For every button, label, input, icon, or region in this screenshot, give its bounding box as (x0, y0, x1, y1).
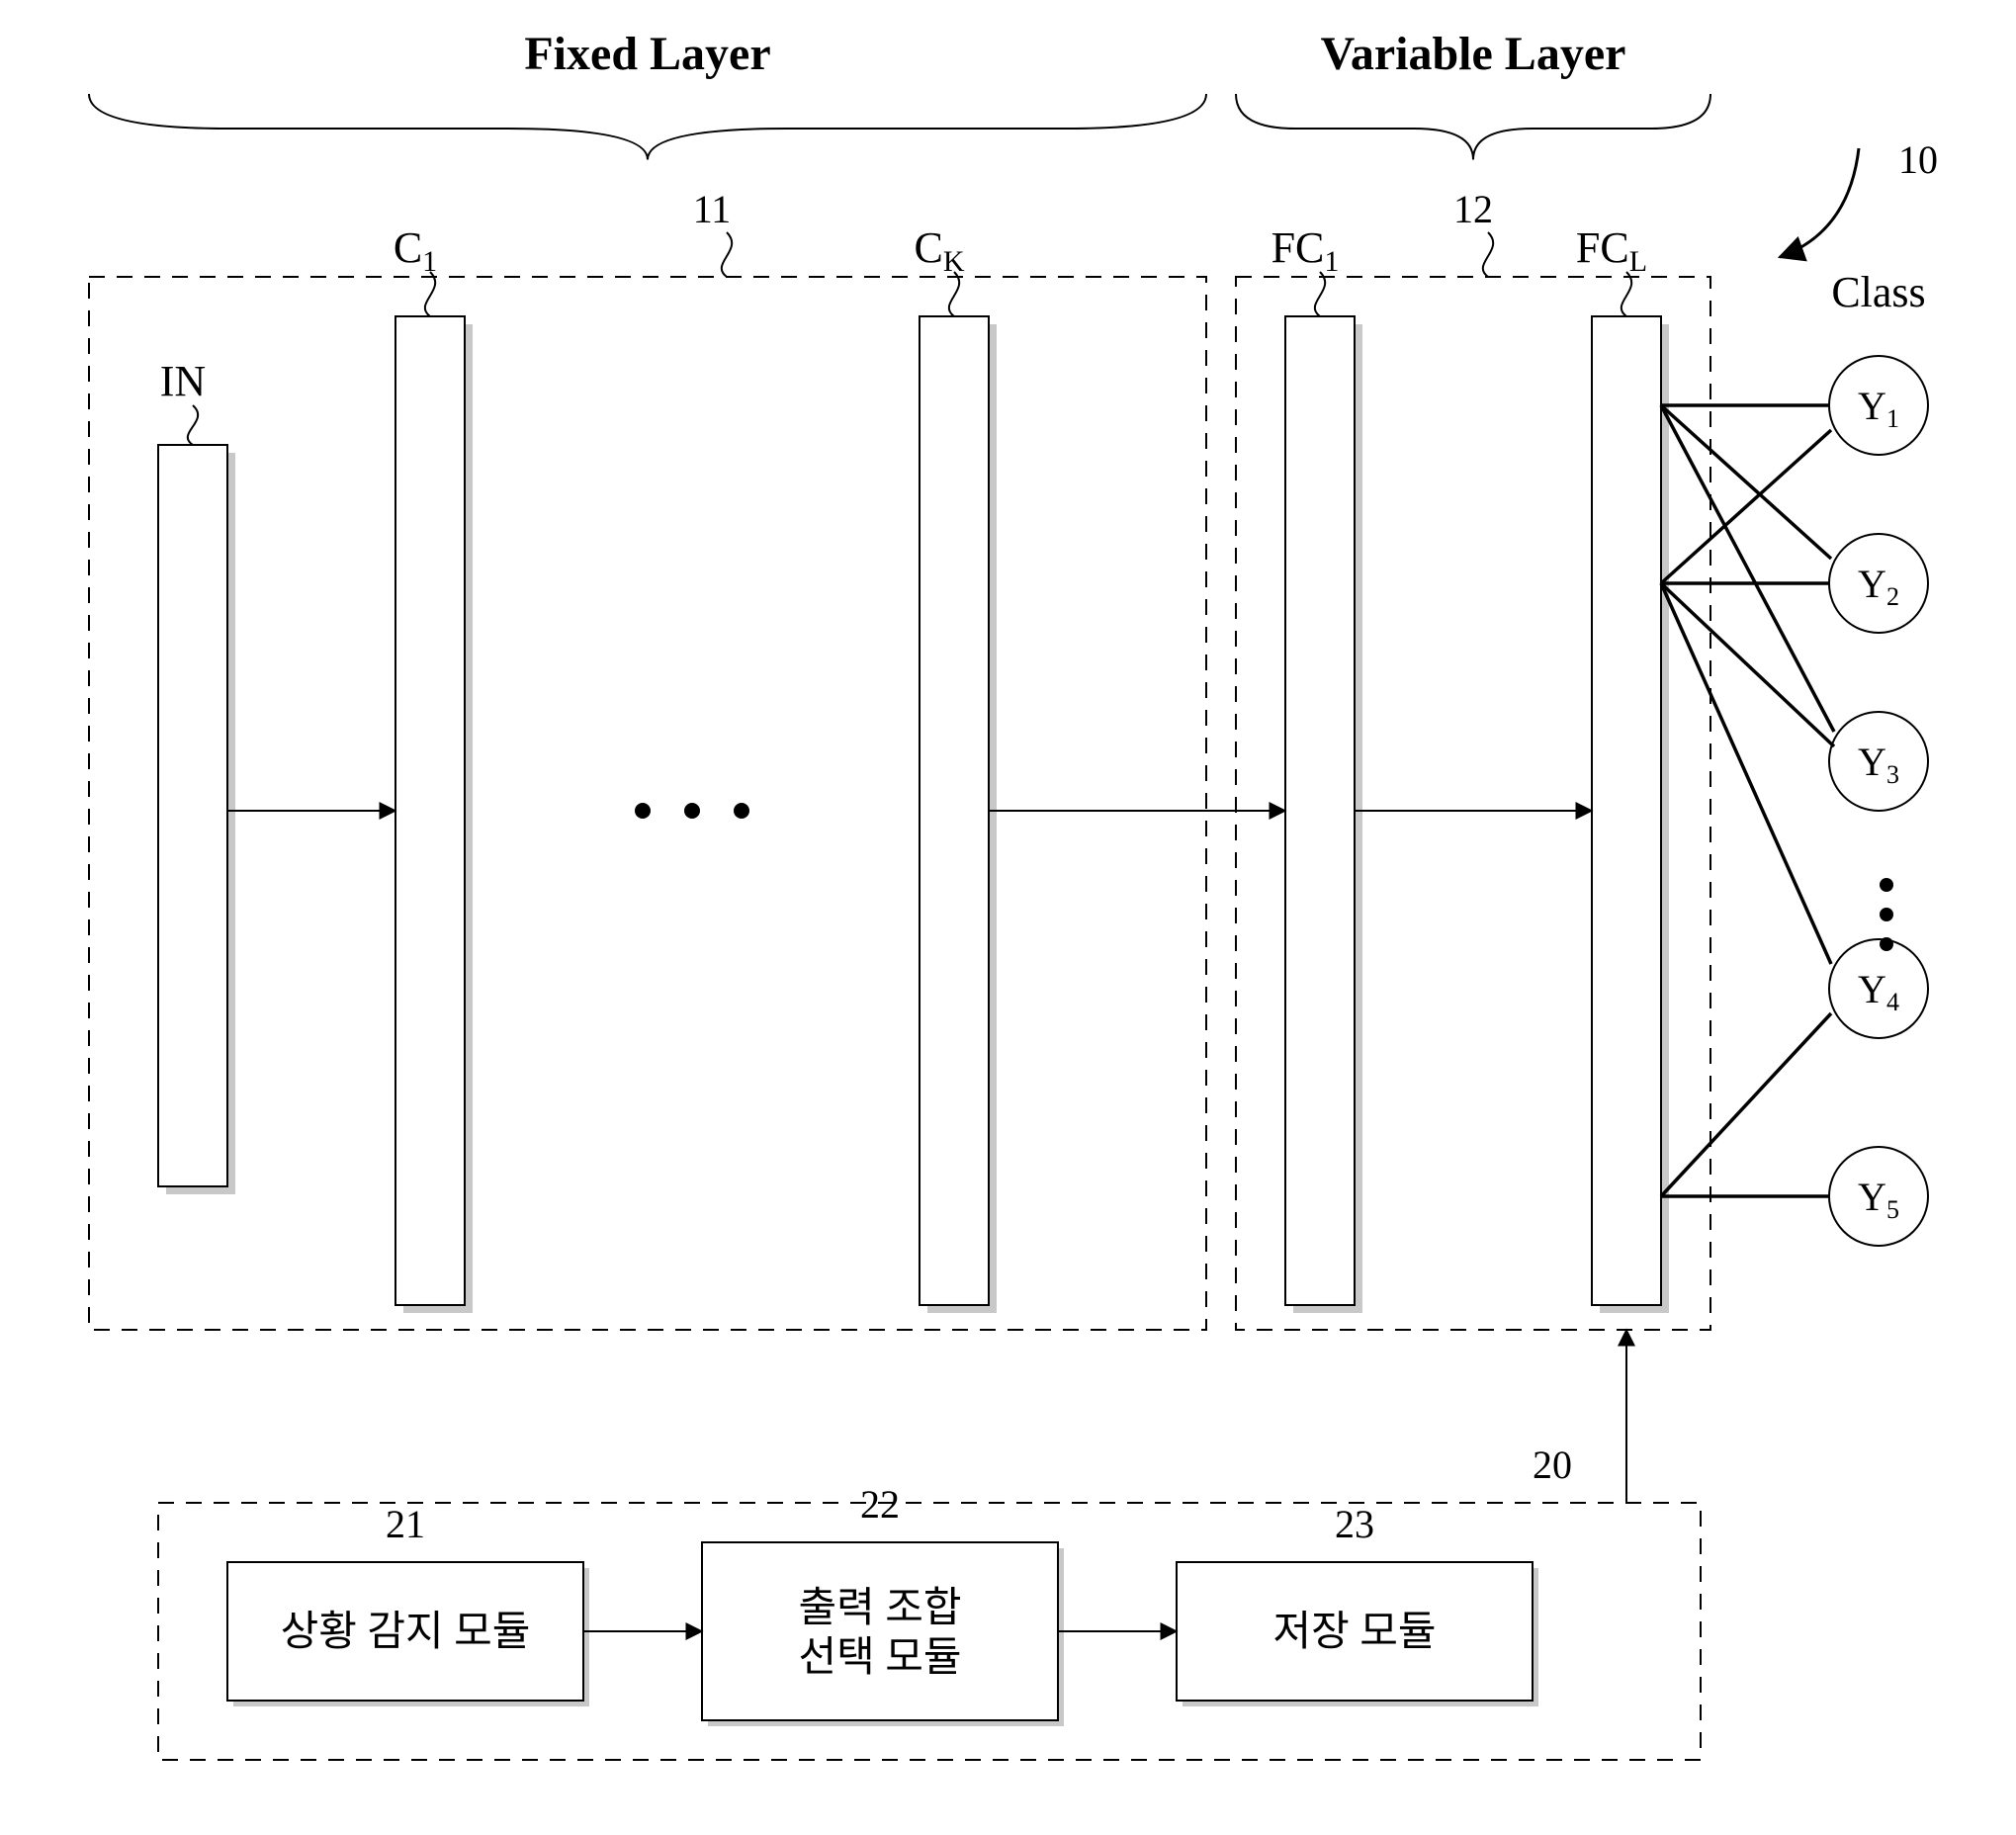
svg-text:FC1: FC1 (1271, 223, 1340, 278)
svg-text:Class: Class (1831, 268, 1925, 316)
neural-network-diagram: Fixed Layer Variable Layer Class IN C1 CK FC1 F… (0, 0, 2016, 1835)
svg-text:저장 모듈: 저장 모듈 (1272, 1610, 1436, 1655)
svg-text:선택 모듈: 선택 모듈 (798, 1635, 961, 1681)
svg-text:출력 조합: 출력 조합 (798, 1586, 961, 1631)
svg-text:10: 10 (1898, 137, 1938, 182)
svg-text:22: 22 (860, 1482, 900, 1527)
svg-text:상황 감지 모듈: 상황 감지 모듈 (281, 1610, 531, 1655)
svg-text:CK: CK (914, 223, 964, 278)
svg-text:Fixed Layer: Fixed Layer (524, 28, 770, 80)
svg-text:C1: C1 (394, 223, 437, 278)
svg-text:Variable Layer: Variable Layer (1321, 28, 1626, 80)
svg-text:21: 21 (386, 1502, 425, 1546)
svg-text:11: 11 (693, 187, 732, 231)
svg-text:23: 23 (1335, 1502, 1374, 1546)
svg-text:20: 20 (1533, 1442, 1572, 1487)
svg-text:IN: IN (160, 357, 206, 405)
svg-text:FCL: FCL (1576, 223, 1647, 278)
svg-text:12: 12 (1453, 187, 1493, 231)
